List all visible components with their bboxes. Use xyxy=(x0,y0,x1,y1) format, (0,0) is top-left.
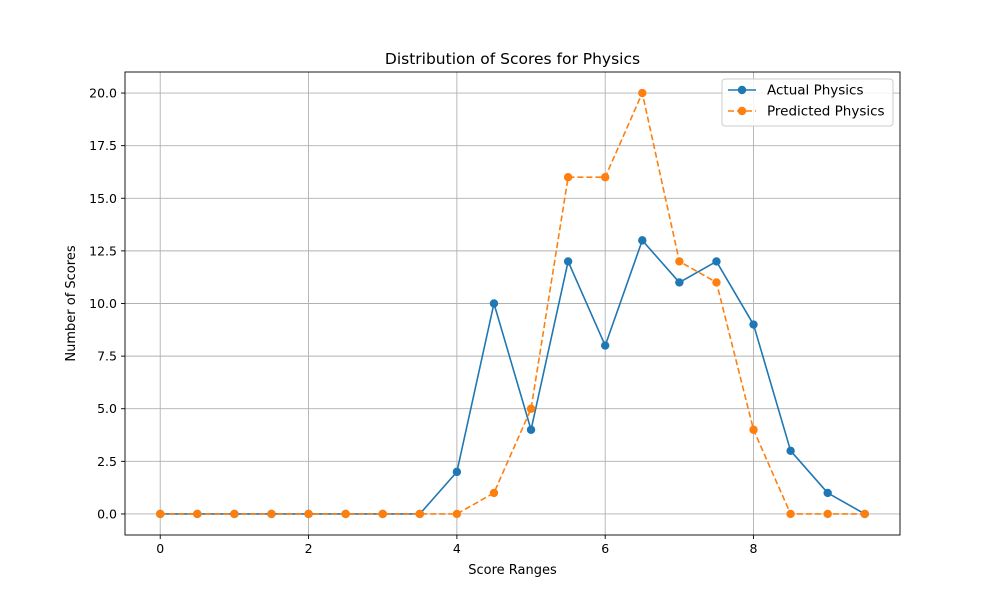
data-point-actual-physics xyxy=(823,488,832,498)
y-tick-label: 10.0 xyxy=(89,296,117,311)
data-point-predicted-physics xyxy=(267,509,276,519)
x-tick-label: 8 xyxy=(750,541,758,556)
x-tick-label: 2 xyxy=(305,541,313,556)
data-point-actual-physics xyxy=(786,446,795,456)
x-tick-label: 0 xyxy=(156,541,164,556)
data-point-actual-physics xyxy=(563,257,573,266)
data-point-predicted-physics xyxy=(452,509,462,519)
y-tick-label: 5.0 xyxy=(97,401,117,416)
legend-label-predicted-physics: Predicted Physics xyxy=(767,104,885,120)
data-point-actual-physics xyxy=(749,320,758,329)
data-point-predicted-physics xyxy=(378,509,387,519)
legend-marker-actual-physics xyxy=(737,85,747,95)
series-predicted-physics xyxy=(156,88,869,519)
y-tick-label: 12.5 xyxy=(89,243,117,258)
data-point-predicted-physics xyxy=(749,425,758,434)
legend-box xyxy=(721,78,894,127)
data-point-actual-physics xyxy=(712,257,721,266)
y-tick-label: 7.5 xyxy=(97,349,117,364)
data-point-predicted-physics xyxy=(860,509,869,519)
data-point-predicted-physics xyxy=(156,509,165,519)
data-point-predicted-physics xyxy=(675,257,684,266)
data-point-predicted-physics xyxy=(638,88,647,98)
y-tick-label: 2.5 xyxy=(97,454,117,469)
y-tick-label: 17.5 xyxy=(89,138,117,153)
data-point-predicted-physics xyxy=(341,509,350,519)
y-tick-label: 20.0 xyxy=(89,86,117,101)
data-point-predicted-physics xyxy=(304,509,313,519)
y-tick-label: 0.0 xyxy=(97,506,117,521)
legend-marker-predicted-physics xyxy=(737,106,747,116)
legend: Actual Physics Predicted Physics xyxy=(721,78,894,127)
y-axis-label: Number of Scores xyxy=(64,245,79,361)
chart-title: Distribution of Scores for Physics xyxy=(385,50,640,68)
series-layer xyxy=(156,88,869,519)
data-point-predicted-physics xyxy=(193,509,202,519)
data-point-actual-physics xyxy=(452,467,462,477)
grid xyxy=(125,72,900,535)
series-line-predicted-physics xyxy=(160,92,865,515)
data-point-actual-physics xyxy=(638,236,647,245)
data-point-predicted-physics xyxy=(823,509,832,519)
data-point-predicted-physics xyxy=(712,278,721,287)
data-point-predicted-physics xyxy=(230,509,239,519)
data-point-predicted-physics xyxy=(601,173,610,182)
series-line-actual-physics xyxy=(160,239,866,515)
series-actual-physics xyxy=(156,236,869,519)
data-point-predicted-physics xyxy=(786,509,795,519)
x-tick-label: 6 xyxy=(601,541,609,556)
x-axis-label: Score Ranges xyxy=(468,563,557,578)
data-point-actual-physics xyxy=(675,278,684,287)
legend-label-actual-physics: Actual Physics xyxy=(767,83,864,99)
y-tick-label: 15.0 xyxy=(89,191,117,206)
data-point-predicted-physics xyxy=(415,509,424,519)
x-tick-label: 4 xyxy=(453,541,461,556)
data-point-predicted-physics xyxy=(563,173,573,182)
data-point-actual-physics xyxy=(526,425,536,434)
data-point-predicted-physics xyxy=(526,404,536,413)
data-point-actual-physics xyxy=(489,299,499,308)
data-point-actual-physics xyxy=(601,341,610,350)
ticks: 0 2 4 6 8 0.0 2.5 5.0 7.5 10.0 12.5 15.0 17.5 20.0 xyxy=(89,86,757,556)
data-point-predicted-physics xyxy=(489,488,499,498)
